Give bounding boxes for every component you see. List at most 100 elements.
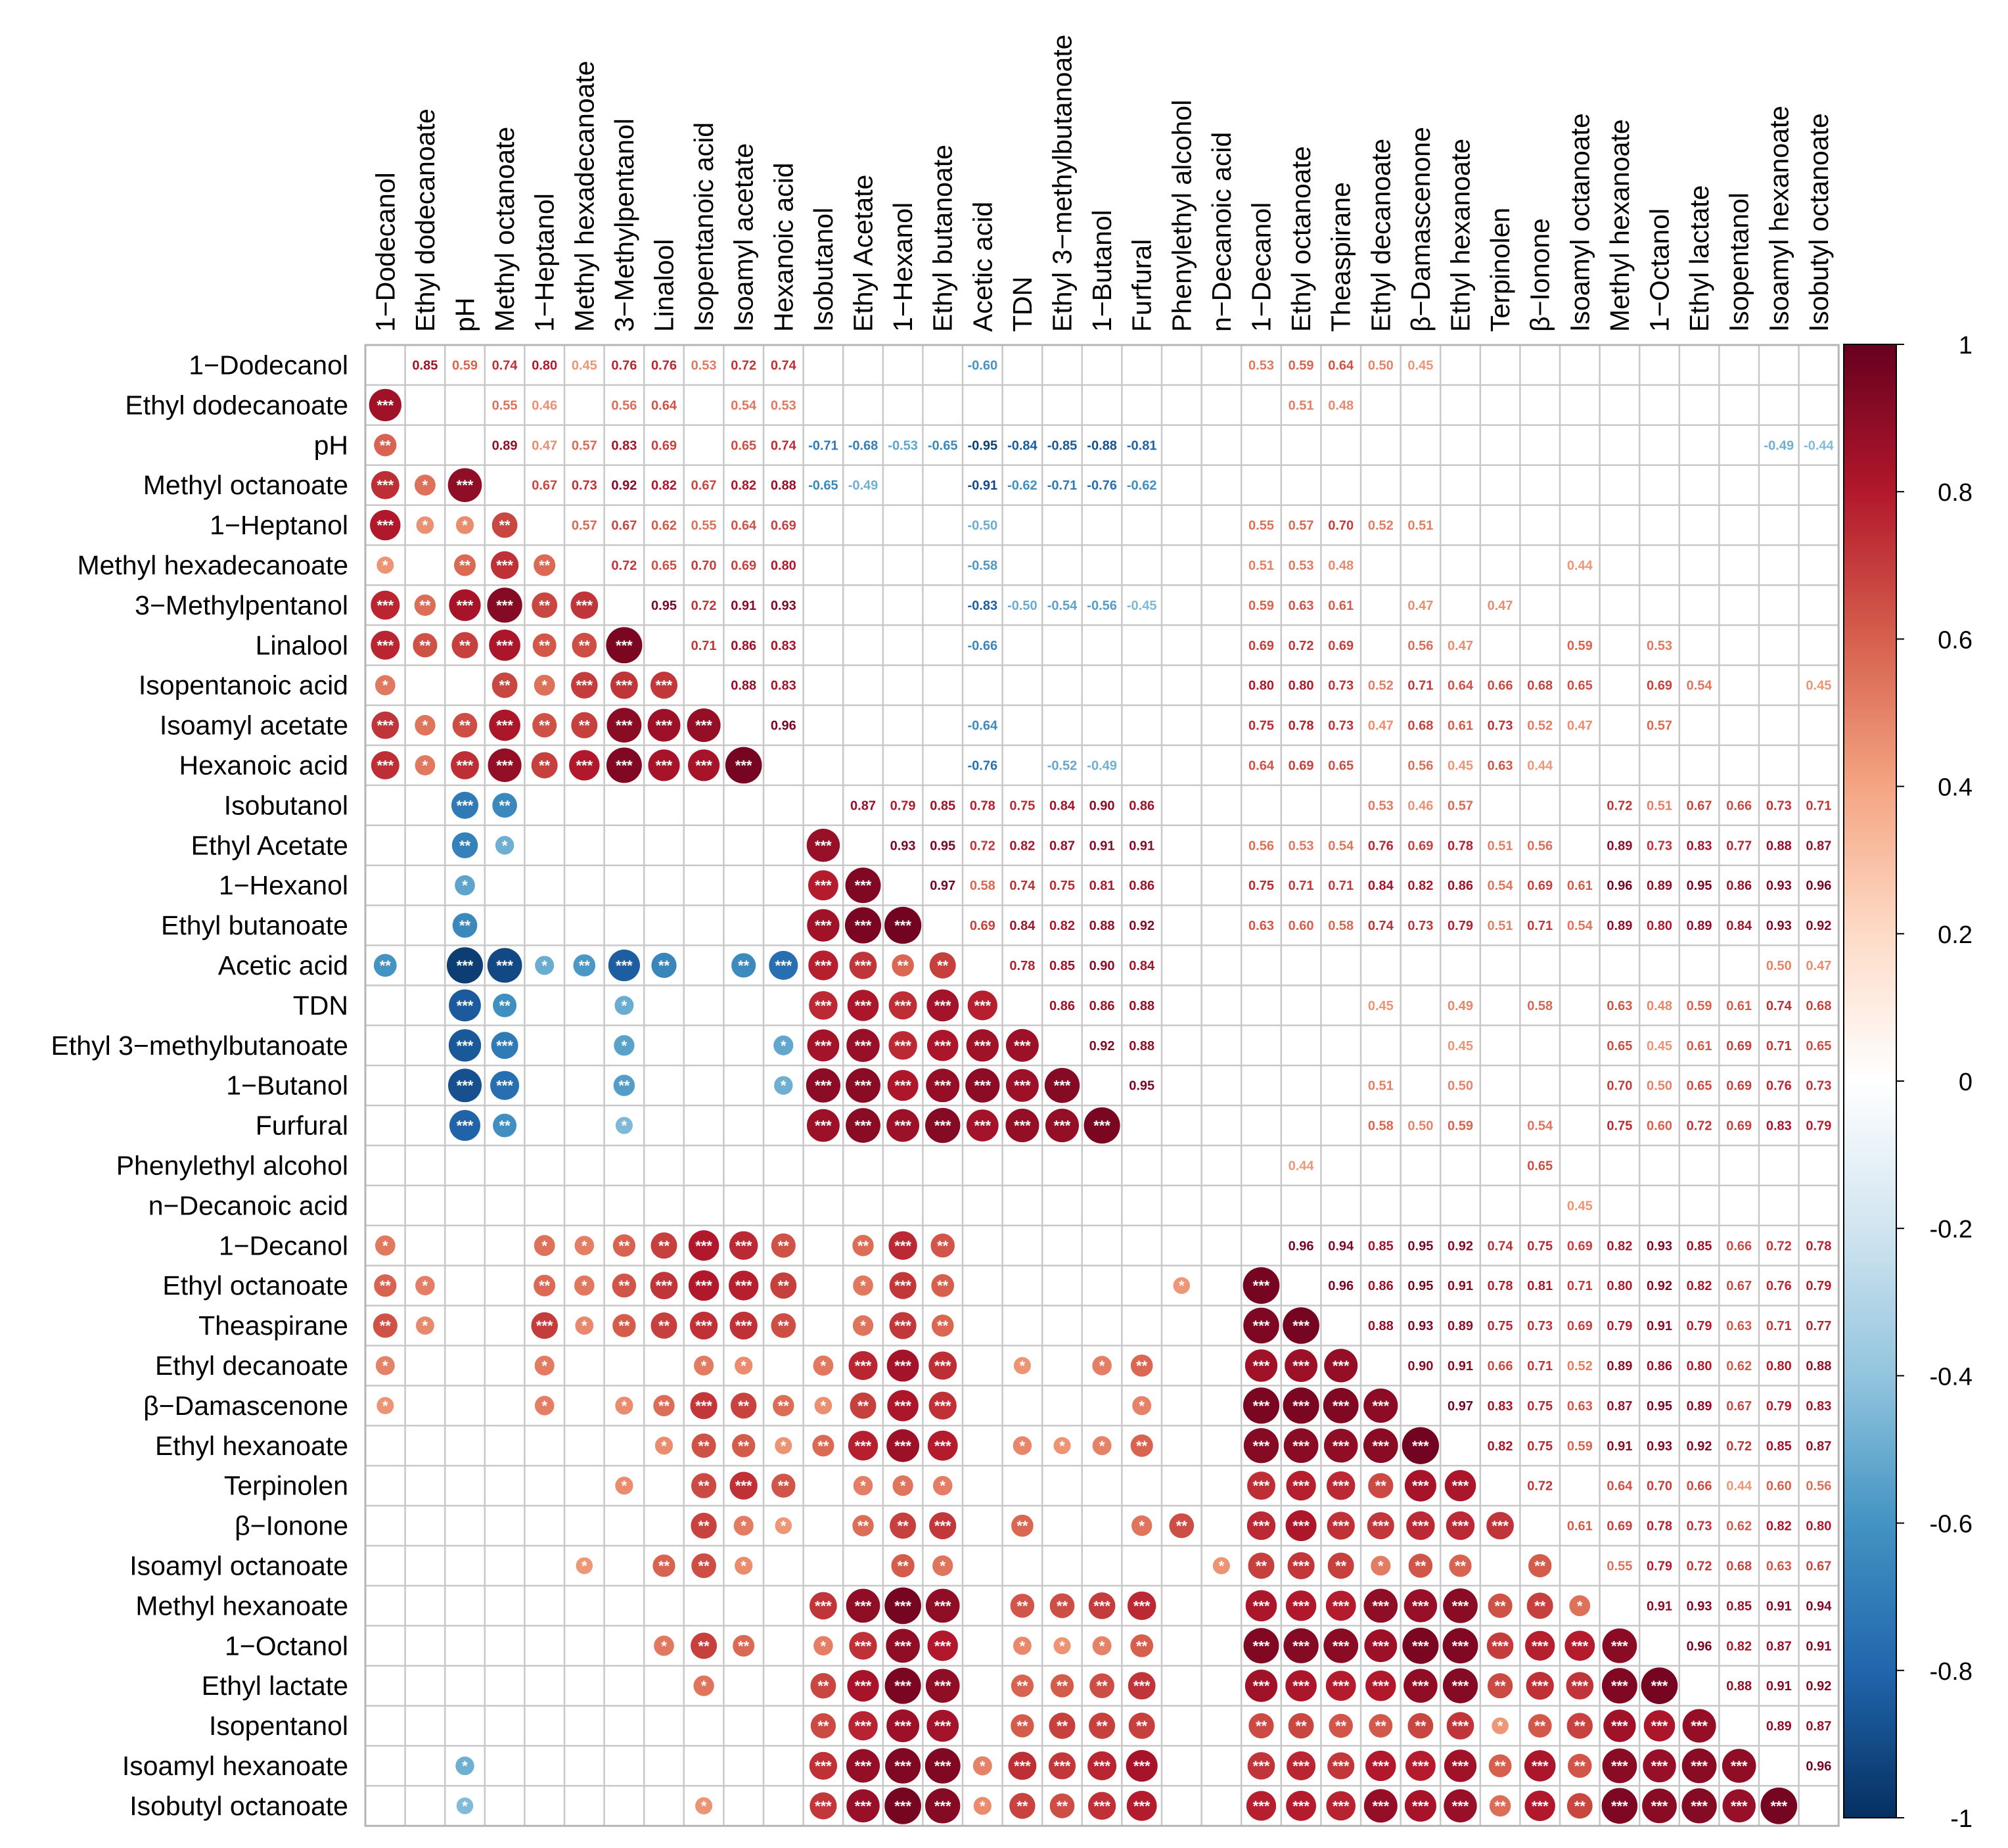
correlation-circle <box>491 512 518 538</box>
correlation-circle <box>1092 1356 1112 1375</box>
significance-stars: ** <box>778 1478 790 1494</box>
significance-stars: ** <box>658 1558 670 1574</box>
coefficient-label: 0.55 <box>1248 519 1274 533</box>
coefficient-label: 0.73 <box>1527 1319 1553 1333</box>
significance-stars: * <box>582 1318 587 1334</box>
correlation-circle <box>1286 1471 1316 1501</box>
coefficient-label: 0.57 <box>1647 719 1672 733</box>
significance-stars: ** <box>579 718 591 734</box>
correlation-circle <box>1403 1589 1438 1623</box>
correlation-circle <box>1569 1595 1591 1617</box>
significance-stars: *** <box>457 958 474 974</box>
coefficient-label: 0.61 <box>1726 999 1752 1013</box>
correlation-circle <box>534 554 556 576</box>
row-label: 1−Octanol <box>225 1630 348 1661</box>
correlation-circle <box>1326 1471 1356 1500</box>
significance-stars: *** <box>894 1398 911 1414</box>
correlation-circle <box>770 1272 797 1299</box>
significance-stars: *** <box>1014 1118 1031 1134</box>
significance-stars: *** <box>1253 1518 1270 1535</box>
coefficient-label: -0.85 <box>1047 438 1078 453</box>
significance-stars: *** <box>1492 1518 1509 1535</box>
correlation-circle <box>852 1315 874 1336</box>
significance-stars: * <box>541 958 547 974</box>
significance-stars: * <box>541 1398 547 1414</box>
significance-stars: ** <box>857 1237 869 1254</box>
colorbar-tick-label: 1 <box>1959 332 1973 359</box>
significance-stars: ** <box>817 1438 829 1454</box>
correlation-circle <box>1049 1593 1075 1619</box>
coefficient-label: 0.51 <box>1488 839 1513 853</box>
correlation-circle <box>1243 1628 1279 1664</box>
significance-stars: *** <box>855 998 872 1014</box>
coefficient-label: 0.84 <box>1009 919 1036 933</box>
coefficient-label: 0.64 <box>731 519 757 533</box>
correlation-circle <box>847 990 879 1021</box>
correlation-circle <box>573 954 596 977</box>
coefficient-label: -0.68 <box>848 438 879 453</box>
coefficient-label: 0.82 <box>1726 1639 1752 1653</box>
significance-stars: *** <box>1292 1318 1310 1334</box>
coefficient-label: 0.65 <box>1806 1039 1831 1053</box>
coefficient-label: 0.96 <box>1328 1279 1354 1293</box>
significance-stars: * <box>781 1518 787 1535</box>
significance-stars: * <box>541 1358 547 1374</box>
correlation-circle <box>377 556 394 574</box>
significance-stars: ** <box>1016 1678 1028 1694</box>
correlation-circle <box>1010 1594 1035 1618</box>
significance-stars: *** <box>1054 1078 1071 1094</box>
coefficient-label: 0.91 <box>1448 1279 1473 1293</box>
significance-stars: *** <box>894 1758 911 1774</box>
significance-stars: *** <box>1452 1478 1469 1494</box>
coefficient-label: 0.89 <box>1607 839 1632 853</box>
coefficient-label: 0.78 <box>1289 719 1314 733</box>
correlation-circle <box>449 589 481 621</box>
correlation-circle <box>928 1391 957 1420</box>
correlation-circle <box>927 1430 958 1461</box>
significance-stars: *** <box>1611 1638 1628 1654</box>
coefficient-label: 0.68 <box>1407 719 1433 733</box>
significance-stars: *** <box>695 1318 712 1334</box>
significance-stars: *** <box>1412 1478 1429 1494</box>
significance-stars: ** <box>499 998 511 1014</box>
coefficient-label: 0.73 <box>572 478 597 493</box>
coefficient-label: 0.65 <box>651 559 677 573</box>
coefficient-label: 0.87 <box>1806 839 1831 853</box>
significance-stars: * <box>582 1558 587 1574</box>
coefficient-label: 0.63 <box>1726 1319 1752 1333</box>
colorbar: 1 0.8 0.6 0.4 0.2 0 -0.2 -0.4 -0.6 -0.8 -1 <box>1843 332 1973 1833</box>
correlation-circle <box>651 952 677 979</box>
correlation-circle <box>1248 1552 1275 1579</box>
coefficient-label: 0.97 <box>1448 1399 1473 1414</box>
significance-stars: ** <box>579 637 591 654</box>
significance-stars: * <box>422 757 428 774</box>
coefficient-label: 0.95 <box>930 839 955 853</box>
coefficient-label: 0.92 <box>1687 1439 1712 1454</box>
correlation-circle <box>1092 1636 1112 1655</box>
row-label: 1−Butanol <box>226 1071 348 1101</box>
coefficient-label: -0.66 <box>968 639 998 653</box>
correlation-circle <box>1089 1673 1114 1698</box>
coefficient-label: 0.70 <box>1328 519 1354 533</box>
coefficient-label: 0.48 <box>1647 999 1672 1013</box>
coefficient-label: 0.66 <box>1687 1479 1712 1494</box>
column-label: Ethyl octanoate <box>1286 146 1316 332</box>
column-label: Acetic acid <box>967 202 997 332</box>
coefficient-label: 0.61 <box>1448 719 1473 733</box>
significance-stars: *** <box>1292 1358 1310 1374</box>
coefficient-label: 0.73 <box>1407 919 1433 933</box>
correlation-circle <box>967 990 997 1021</box>
coefficient-label: 0.80 <box>1248 679 1274 693</box>
correlation-circle <box>452 712 478 738</box>
coefficient-label: 0.69 <box>1726 1039 1752 1053</box>
correlation-circle <box>1126 1790 1157 1821</box>
row-label: 1−Hexanol <box>219 870 348 900</box>
row-label: Ethyl 3−methylbutanoate <box>51 1030 348 1061</box>
correlation-circle <box>688 749 720 781</box>
correlation-circle <box>733 1515 754 1536</box>
correlation-circle <box>447 468 482 502</box>
coefficient-label: 0.69 <box>731 559 756 573</box>
column-label: TDN <box>1007 277 1038 332</box>
column-label: 1−Decanol <box>1246 202 1277 332</box>
significance-stars: *** <box>496 1038 513 1054</box>
